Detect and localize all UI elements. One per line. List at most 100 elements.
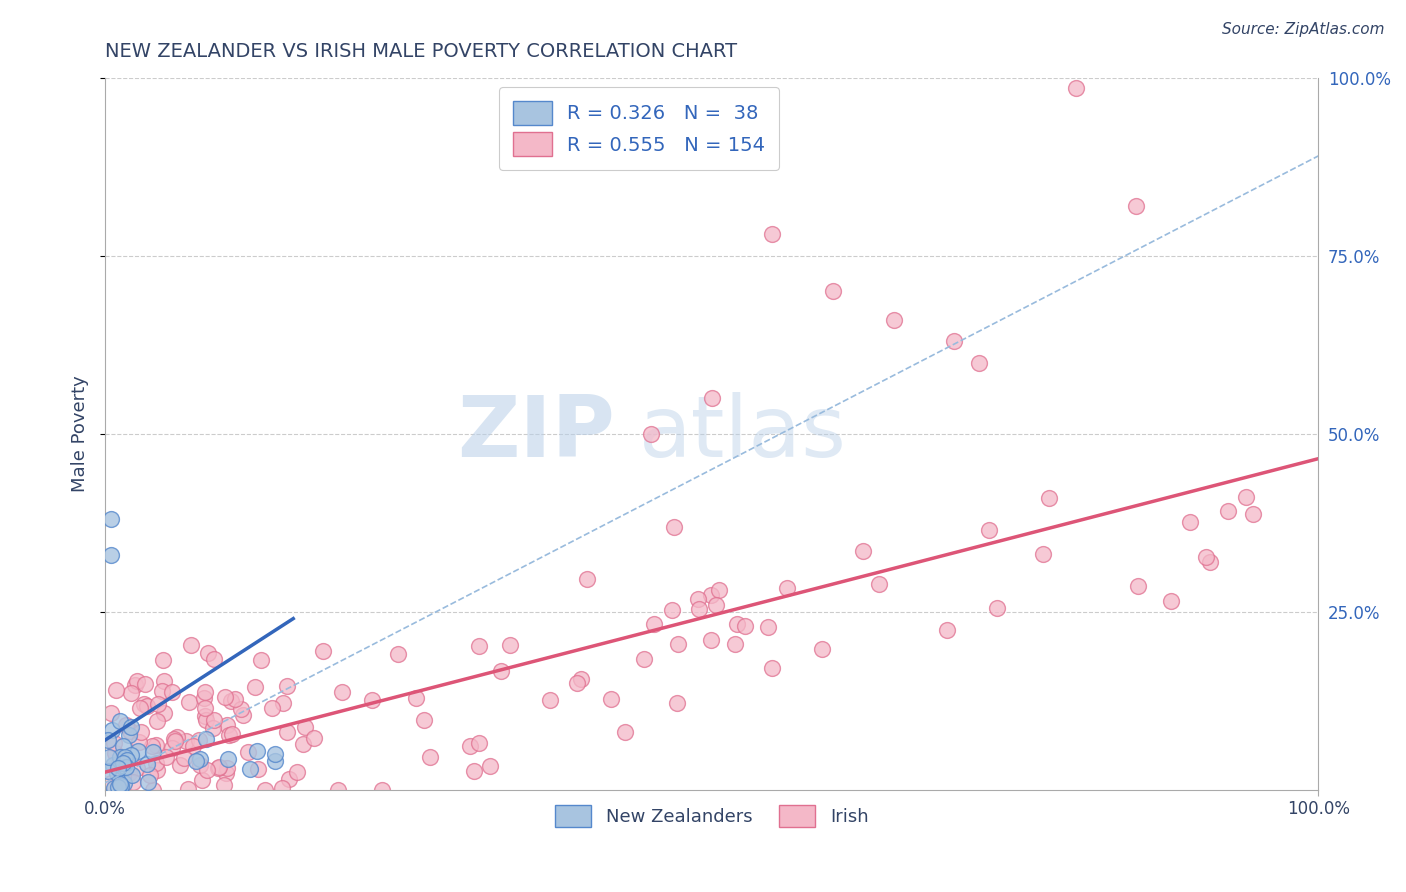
Point bbox=[294, 720, 316, 734]
Point bbox=[195, 763, 218, 777]
Y-axis label: Male Poverty: Male Poverty bbox=[72, 376, 89, 492]
Point bbox=[413, 713, 436, 727]
Point bbox=[361, 693, 384, 707]
Point bbox=[662, 520, 685, 534]
Point bbox=[1199, 555, 1222, 569]
Point bbox=[136, 774, 159, 789]
Point bbox=[661, 603, 683, 617]
Point bbox=[180, 638, 202, 652]
Point bbox=[1234, 490, 1257, 504]
Point bbox=[188, 751, 211, 765]
Point bbox=[118, 728, 141, 742]
Point bbox=[276, 725, 298, 739]
Point bbox=[97, 733, 120, 747]
Point bbox=[239, 762, 262, 776]
Point bbox=[565, 676, 588, 690]
Point bbox=[98, 750, 121, 764]
Point bbox=[224, 692, 246, 706]
Point bbox=[761, 661, 783, 675]
Point bbox=[221, 693, 243, 707]
Point bbox=[134, 677, 156, 691]
Point bbox=[666, 637, 689, 651]
Point bbox=[124, 678, 146, 692]
Point bbox=[128, 735, 150, 749]
Point bbox=[191, 773, 214, 788]
Point bbox=[479, 759, 502, 773]
Point bbox=[724, 637, 747, 651]
Point bbox=[181, 739, 204, 753]
Point bbox=[700, 632, 723, 647]
Point bbox=[120, 747, 142, 762]
Point bbox=[103, 736, 125, 750]
Point bbox=[418, 750, 440, 764]
Point bbox=[118, 724, 141, 739]
Point bbox=[118, 766, 141, 780]
Point bbox=[146, 763, 169, 777]
Point bbox=[643, 616, 665, 631]
Point bbox=[108, 714, 131, 729]
Point bbox=[1038, 491, 1060, 505]
Point bbox=[935, 623, 957, 637]
Point bbox=[194, 709, 217, 723]
Point bbox=[468, 735, 491, 749]
Point bbox=[810, 641, 832, 656]
Point bbox=[243, 680, 266, 694]
Point bbox=[468, 639, 491, 653]
Point bbox=[194, 685, 217, 699]
Point bbox=[247, 762, 270, 776]
Point bbox=[214, 690, 236, 705]
Point bbox=[142, 746, 165, 760]
Point bbox=[821, 285, 844, 299]
Point bbox=[979, 523, 1001, 537]
Point bbox=[114, 750, 136, 764]
Point bbox=[194, 700, 217, 714]
Point bbox=[197, 647, 219, 661]
Point bbox=[215, 761, 238, 775]
Point bbox=[232, 708, 254, 723]
Point bbox=[195, 713, 218, 727]
Point bbox=[100, 706, 122, 720]
Point bbox=[371, 783, 394, 797]
Point bbox=[458, 739, 481, 753]
Point bbox=[105, 682, 128, 697]
Point bbox=[101, 757, 124, 772]
Point bbox=[326, 783, 349, 797]
Point bbox=[1160, 594, 1182, 608]
Point bbox=[231, 702, 253, 716]
Point bbox=[292, 737, 315, 751]
Point bbox=[145, 738, 167, 752]
Point bbox=[146, 697, 169, 711]
Point bbox=[193, 691, 215, 706]
Point bbox=[208, 760, 231, 774]
Point bbox=[202, 651, 225, 665]
Point bbox=[105, 766, 128, 780]
Point bbox=[725, 616, 748, 631]
Point bbox=[1195, 549, 1218, 564]
Point bbox=[163, 734, 186, 748]
Legend: New Zealanders, Irish: New Zealanders, Irish bbox=[548, 797, 876, 834]
Point bbox=[276, 679, 298, 693]
Point bbox=[776, 582, 799, 596]
Point bbox=[463, 764, 485, 779]
Point bbox=[111, 771, 134, 785]
Point bbox=[125, 761, 148, 775]
Point bbox=[121, 720, 143, 734]
Point bbox=[756, 620, 779, 634]
Point bbox=[111, 752, 134, 766]
Point bbox=[107, 757, 129, 772]
Point bbox=[110, 777, 132, 791]
Point bbox=[271, 696, 294, 710]
Point bbox=[112, 776, 135, 790]
Point bbox=[188, 758, 211, 772]
Point bbox=[100, 548, 122, 562]
Point bbox=[868, 577, 890, 591]
Point bbox=[194, 731, 217, 746]
Point bbox=[217, 752, 239, 766]
Point bbox=[166, 730, 188, 744]
Point bbox=[761, 227, 783, 242]
Point bbox=[173, 751, 195, 765]
Point bbox=[270, 781, 292, 796]
Point bbox=[704, 598, 727, 612]
Point bbox=[387, 647, 409, 661]
Point bbox=[852, 544, 875, 558]
